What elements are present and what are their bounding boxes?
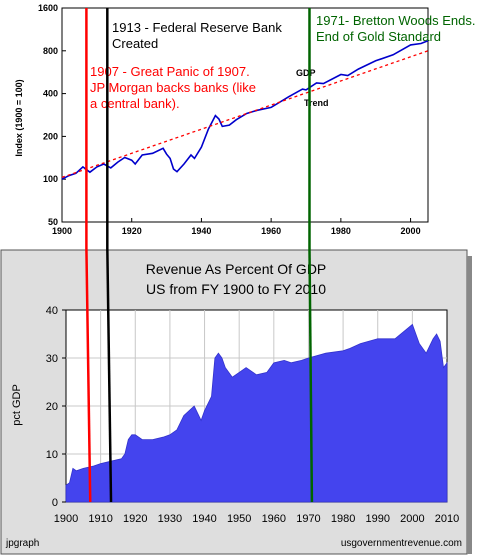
trend-series-label: Trend (304, 98, 329, 108)
revenue-x-tick-label: 1970 (296, 513, 320, 525)
gdp-y-tick-label: 100 (43, 174, 58, 184)
event-annotation-text: a central bank). (90, 96, 180, 111)
gdp-y-tick-label: 50 (48, 217, 58, 227)
event-line-bottom (85, 247, 92, 503)
gdp-series-line (61, 40, 429, 180)
revenue-x-tick-label: 1920 (123, 513, 147, 525)
revenue-x-tick-label: 1980 (331, 513, 355, 525)
event-annotation-text: 1913 - Federal Reserve Bank (112, 20, 282, 35)
footer-right: usgovernmentrevenue.com (341, 538, 462, 549)
gdp-x-tick-label: 2000 (401, 226, 421, 236)
trend-series-line (61, 50, 429, 179)
event-line-bottom (106, 247, 113, 503)
gdp-series-label: GDP (296, 68, 316, 78)
gdp-y-tick-label: 400 (43, 89, 58, 99)
event-annotation-text: 1907 - Great Panic of 1907. (90, 64, 250, 79)
event-annotation-text: 1971- Bretton Woods Ends. (316, 13, 475, 28)
gdp-y-tick-label: 200 (43, 131, 58, 141)
revenue-x-tick-label: 1900 (54, 513, 78, 525)
gdp-y-tick-label: 1600 (38, 3, 58, 13)
gdp-y-axis-label: Index (1900 = 100) (14, 79, 24, 156)
revenue-chart: Revenue As Percent Of GDP US from FY 190… (0, 249, 472, 555)
gdp-x-tick-label: 1900 (52, 226, 72, 236)
event-line-bottom (308, 247, 314, 503)
gdp-index-chart: 1900 1920 1940 1960 1980 2000 50 100 200 400 800 16… (14, 3, 429, 236)
gdp-y-tick-label: 800 (43, 46, 58, 56)
revenue-y-tick-label: 30 (46, 353, 58, 365)
revenue-x-tick-label: 1930 (158, 513, 182, 525)
revenue-y-axis-label: pct GDP (11, 384, 23, 426)
gdp-x-tick-label: 1920 (122, 226, 142, 236)
revenue-y-tick-label: 0 (52, 497, 58, 509)
event-annotation-text: End of Gold Standard (316, 29, 441, 44)
gdp-x-tick-label: 1940 (191, 226, 211, 236)
revenue-x-tick-label: 2000 (400, 513, 424, 525)
revenue-chart-subtitle: US from FY 1900 to FY 2010 (146, 281, 326, 297)
revenue-x-tick-label: 1910 (88, 513, 112, 525)
revenue-x-tick-label: 1990 (365, 513, 389, 525)
gdp-x-tick-label: 1980 (331, 226, 351, 236)
revenue-panel-shadow-right (467, 256, 472, 554)
revenue-y-tick-label: 40 (46, 305, 58, 317)
revenue-series-area (65, 323, 448, 503)
revenue-y-tick-label: 20 (46, 401, 58, 413)
revenue-y-tick-label: 10 (46, 449, 58, 461)
event-annotation-text: Created (112, 36, 158, 51)
revenue-x-tick-label: 2010 (435, 513, 459, 525)
gdp-x-tick-label: 1960 (261, 226, 281, 236)
footer-left: jpgraph (5, 538, 39, 549)
event-annotation-text: JP Morgan backs banks (like (90, 80, 256, 95)
revenue-x-tick-label: 1950 (227, 513, 251, 525)
revenue-x-tick-label: 1940 (192, 513, 216, 525)
revenue-x-tick-label: 1960 (262, 513, 286, 525)
revenue-chart-title: Revenue As Percent Of GDP (146, 261, 327, 277)
